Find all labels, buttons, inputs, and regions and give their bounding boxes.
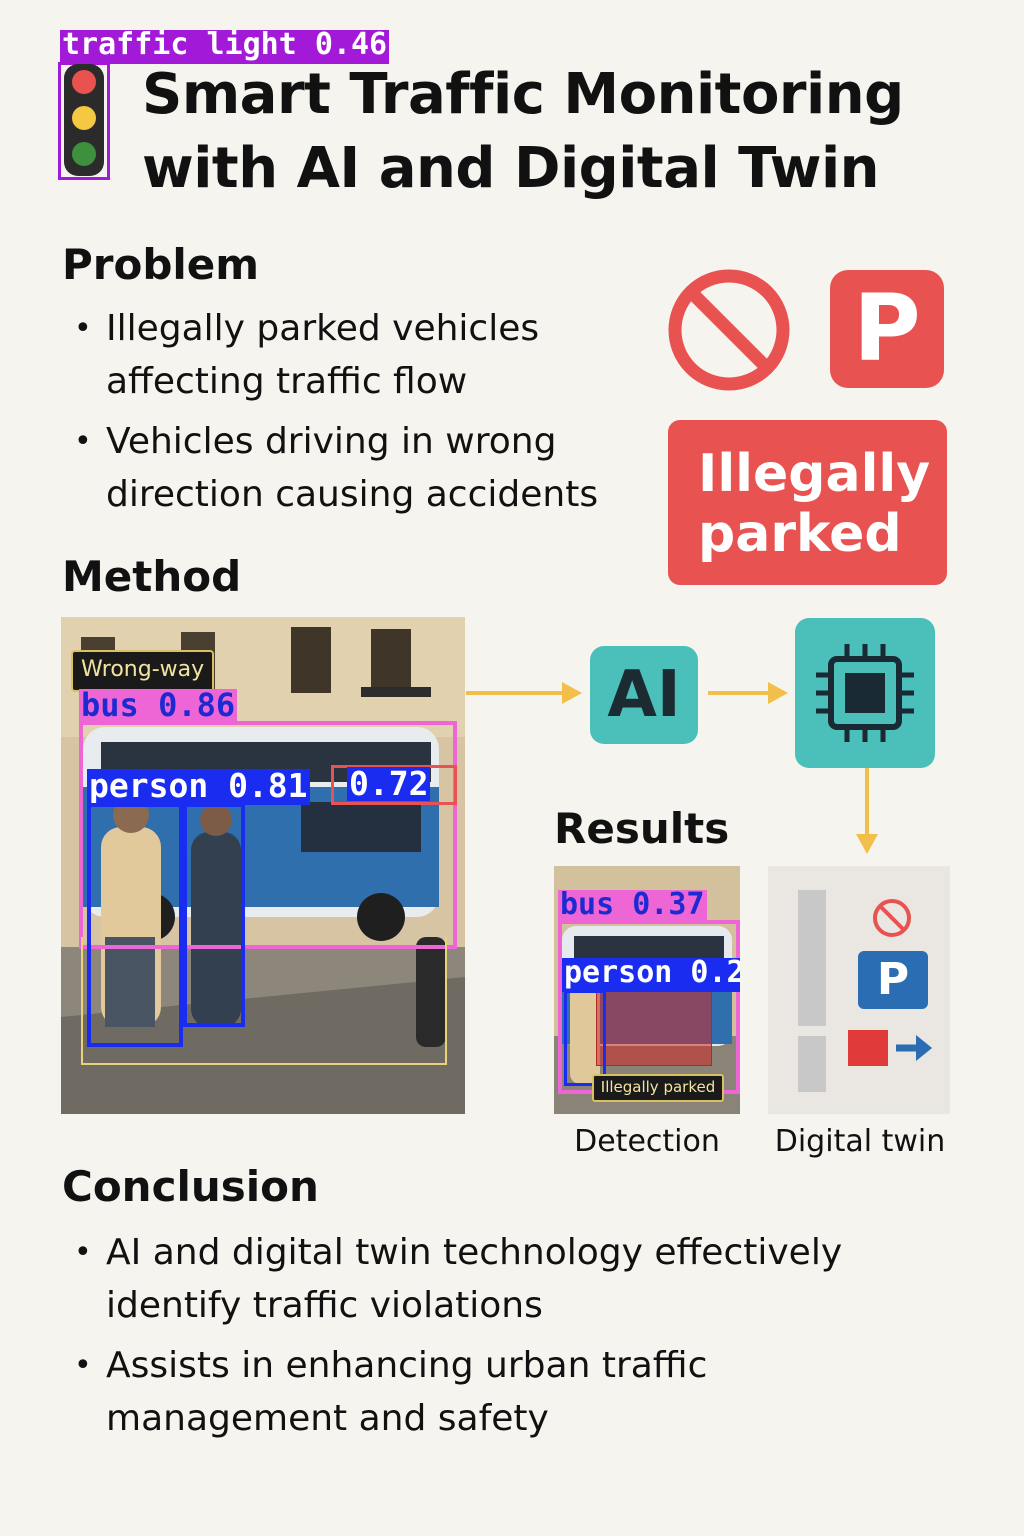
person-detection-tag-small: person 0.29 (562, 958, 740, 992)
person-detection-box-2 (183, 803, 245, 1027)
parking-icon: P (830, 270, 944, 388)
extra-detection-tag: 0.72 (347, 764, 431, 803)
traffic-light-detection-tag: traffic light 0.46 (60, 27, 390, 64)
detection-thumbnail: bus 0.37 person 0.29 Illegally parked (554, 866, 740, 1114)
bullet-line: Vehicles driving in wrong (106, 421, 557, 462)
illegally-parked-label-small: Illegally parked (592, 1074, 724, 1102)
bullet-line: direction causing accidents (106, 474, 599, 515)
bullet-line: management and safety (106, 1398, 549, 1439)
parked-vehicle-highlight (596, 990, 712, 1066)
page-title: Smart Traffic Monitoring with AI and Dig… (142, 58, 1002, 206)
vehicle-marker (848, 1030, 888, 1066)
conclusion-bullet: Assists in enhancing urban traffic manag… (62, 1339, 982, 1445)
arrow-to-ai (466, 682, 582, 704)
street-photo: Wrong-way bus 0.86 person 0.81 0.72 (61, 617, 465, 1114)
bullet-line: AI and digital twin technology effective… (106, 1232, 843, 1273)
problem-bullet: Illegally parked vehicles affecting traf… (62, 302, 662, 408)
traffic-light-icon (64, 64, 104, 176)
bullet-line: Assists in enhancing urban traffic (106, 1345, 708, 1386)
bullet-line: identify traffic violations (106, 1285, 543, 1326)
wrong-way-label: Wrong-way (71, 650, 215, 692)
problem-heading: Problem (62, 240, 260, 289)
bus-detection-tag-small: bus 0.37 (558, 887, 707, 922)
digital-twin-panel: P (768, 866, 950, 1114)
results-heading: Results (554, 804, 730, 853)
arrow-to-chip (708, 682, 788, 704)
parking-letter: P (853, 275, 921, 382)
no-entry-icon (668, 269, 790, 391)
person-detection-tag: person 0.81 (87, 766, 310, 805)
badge-line: Illegally (698, 444, 931, 504)
person-detection-box-small (564, 990, 606, 1086)
parking-icon-small: P (858, 951, 928, 1009)
conclusion-heading: Conclusion (62, 1162, 319, 1211)
traffic-light-detection-box (58, 62, 110, 180)
detection-caption: Detection (574, 1124, 720, 1159)
arrow-right-icon (896, 1035, 932, 1061)
extra-detection-box (331, 765, 457, 805)
wrong-way-detection-box (81, 937, 447, 1065)
ai-label: AI (607, 658, 681, 732)
arrow-to-results (856, 768, 878, 854)
illegally-parked-badge: Illegally parked (668, 420, 947, 585)
method-heading: Method (62, 552, 242, 601)
title-line-1: Smart Traffic Monitoring (142, 62, 904, 127)
digital-twin-caption: Digital twin (774, 1124, 946, 1159)
bullet-line: Illegally parked vehicles (106, 308, 540, 349)
problem-bullet-list: Illegally parked vehicles affecting traf… (62, 302, 662, 528)
person-detection-box (87, 803, 183, 1047)
problem-bullet: Vehicles driving in wrong direction caus… (62, 415, 662, 521)
lane-bar-lower (798, 1036, 826, 1092)
no-entry-icon-small (873, 899, 911, 937)
parking-letter-small: P (876, 954, 910, 1005)
conclusion-bullet-list: AI and digital twin technology effective… (62, 1226, 982, 1452)
lane-bar-upper (798, 890, 826, 1026)
ai-block: AI (590, 646, 698, 744)
bullet-line: affecting traffic flow (106, 361, 468, 402)
bus-detection-tag: bus 0.86 (79, 686, 238, 724)
badge-line: parked (698, 504, 902, 564)
conclusion-bullet: AI and digital twin technology effective… (62, 1226, 982, 1332)
title-line-2: with AI and Digital Twin (142, 136, 880, 201)
digital-twin-block (795, 618, 935, 768)
chip-icon (816, 644, 914, 742)
bus-detection-box (79, 721, 457, 949)
